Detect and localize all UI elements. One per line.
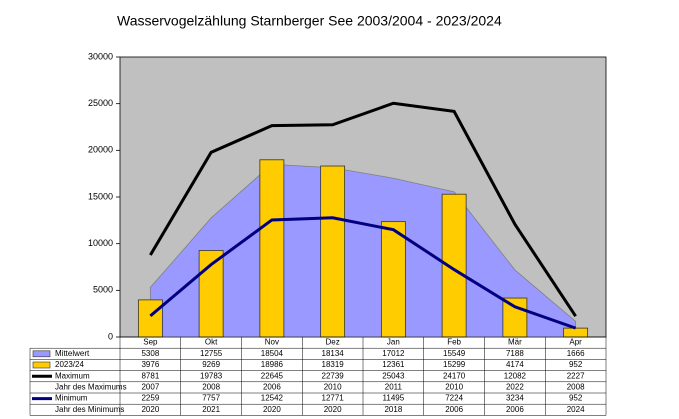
bar [380,221,406,338]
table-value: 2011 [385,383,403,392]
table-value: 2006 [445,405,463,414]
table-value: 2227 [567,371,585,380]
table-value: 7188 [506,349,524,358]
table-value: 12755 [200,349,223,358]
table-value: 22739 [322,371,345,380]
table-value: 3234 [506,394,524,403]
x-tick-label: Nov [265,338,279,347]
table-value: 2010 [324,383,342,392]
y-tick-label: 20000 [88,145,113,155]
y-tick-label: 10000 [88,238,113,248]
table-value: 12542 [261,394,284,403]
x-tick-label: Okt [205,338,218,347]
legend-label: Maximum [55,371,90,380]
y-tick-label: 15000 [88,191,113,201]
x-tick-label: Dez [326,338,340,347]
table-value: 2259 [141,394,159,403]
table-value: 952 [569,394,583,403]
x-tick-label: Feb [447,338,461,347]
bar [320,165,346,338]
table-value: 2018 [384,405,402,414]
bar [441,193,467,338]
bar [563,327,589,338]
x-tick-label: Mär [508,338,522,347]
table-value: 5308 [141,349,159,358]
table-value: 18134 [322,349,345,358]
table-value: 8781 [141,371,159,380]
legend-key [32,361,51,369]
x-tick-label: Apr [569,338,582,347]
table-value: 2024 [567,405,585,414]
line [149,216,577,330]
table-value: 15549 [443,349,466,358]
table-value: 11495 [383,394,405,403]
table-value: 12361 [382,360,405,369]
table-value: 2021 [202,405,220,414]
legend-key [32,350,51,358]
table-value: 2022 [506,383,524,392]
table-value: 2008 [202,383,220,392]
table-value: 952 [569,360,583,369]
table-value: 18986 [261,360,284,369]
table-value: 2020 [324,405,342,414]
legend-label: Mittelwert [55,349,90,358]
y-tick-label: 30000 [88,51,113,61]
table-value: 2020 [263,405,281,414]
chart-title: Wasservogelzählung Starnberger See 2003/… [117,13,502,29]
table-value: 4174 [506,360,524,369]
legend-label: 2023/24 [55,360,84,369]
table-value: 2007 [141,383,159,392]
y-tick-label: 0 [108,331,113,341]
table-value: 18504 [261,349,284,358]
table-value: 12771 [322,394,345,403]
y-tick-label: 25000 [88,98,113,108]
table-value: 2020 [141,405,159,414]
legend-label: Jahr des Minimums [55,405,124,414]
table-value: 22645 [261,371,284,380]
x-tick-label: Jan [387,338,400,347]
y-tick-label: 5000 [93,285,113,295]
line [149,101,577,318]
table-value: 7757 [202,394,220,403]
table-value: 1666 [567,349,585,358]
table-value: 19783 [200,371,223,380]
legend-label: Minimum [55,394,88,403]
bar [259,159,285,338]
table-value: 2006 [506,405,524,414]
bar [137,299,163,338]
table-value: 9269 [202,360,220,369]
bar [502,297,528,338]
table-value: 18319 [322,360,345,369]
table-value: 7224 [445,394,463,403]
table-value: 25043 [382,371,405,380]
table-value: 3976 [141,360,159,369]
x-tick-label: Sep [143,338,158,347]
table-value: 12082 [504,371,527,380]
table-value: 2008 [567,383,585,392]
table-value: 24170 [443,371,466,380]
table-value: 2006 [263,383,281,392]
table-value: 17012 [382,349,405,358]
legend-label: Jahr des Maximums [55,383,127,392]
table-value: 15299 [443,360,466,369]
table-value: 2010 [445,383,463,392]
